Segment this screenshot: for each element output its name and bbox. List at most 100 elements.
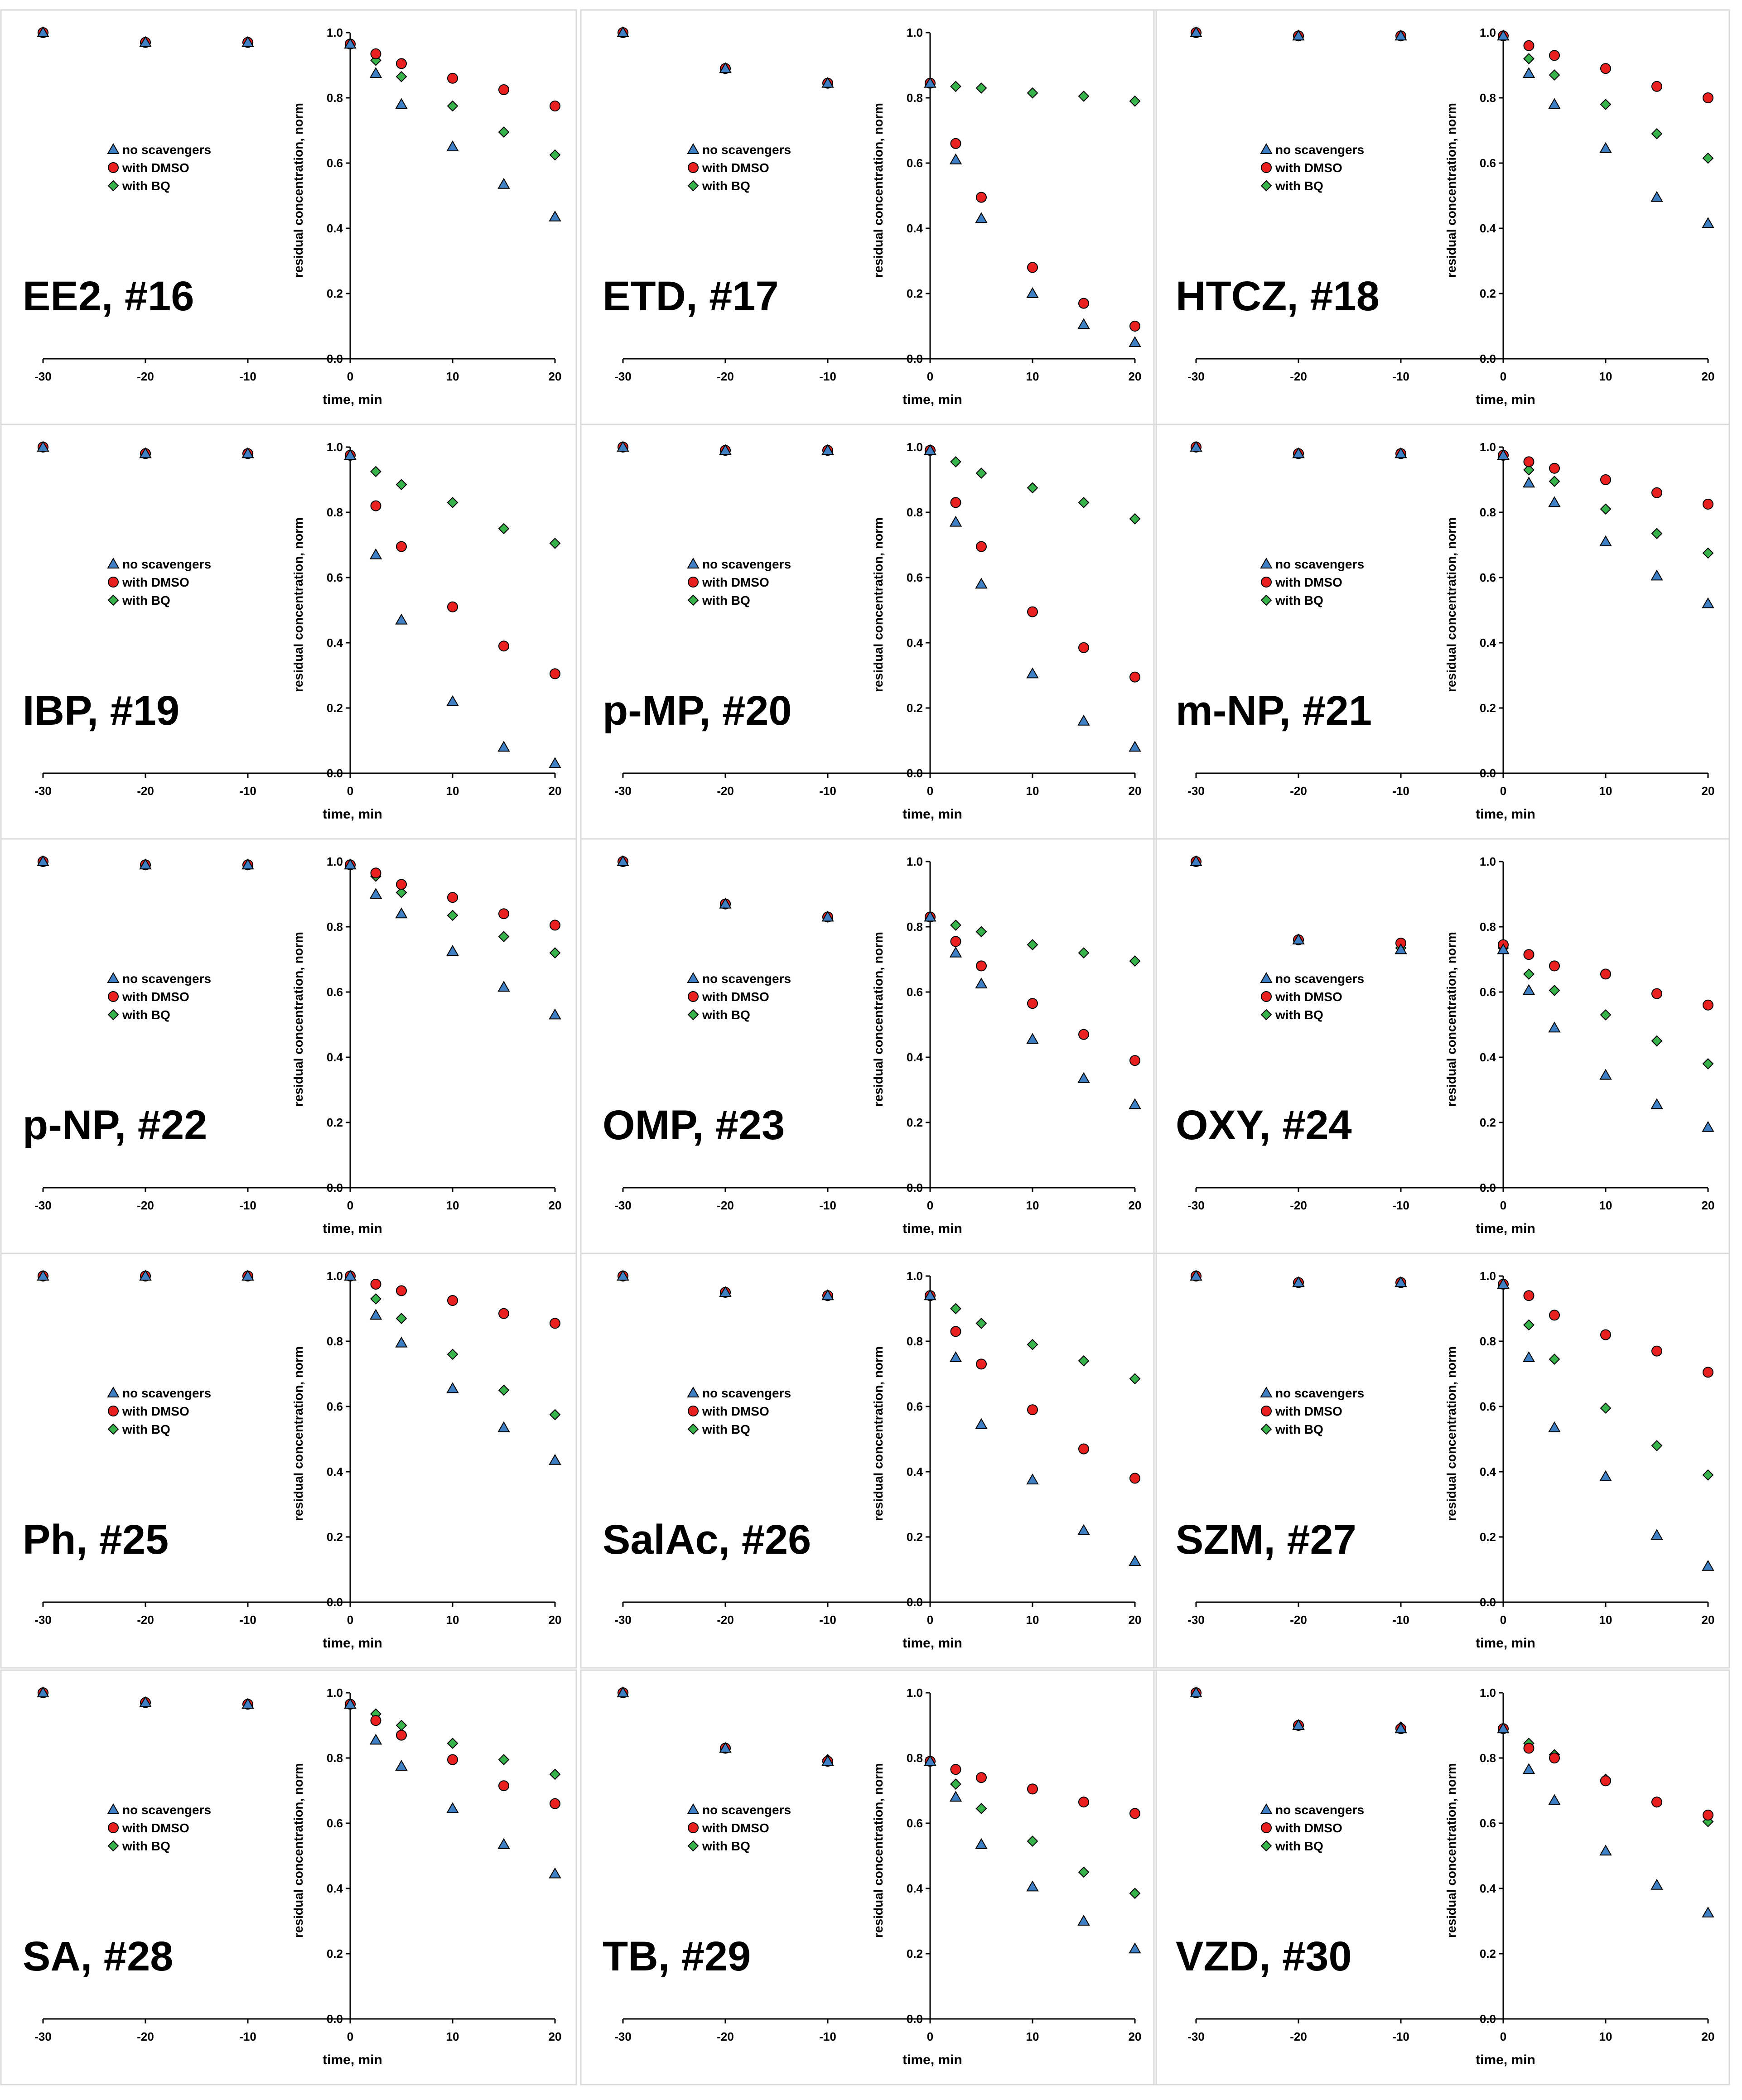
x-tick-label: 20 [1702,1613,1715,1627]
x-tick-label: -30 [614,1613,632,1627]
y-tick-label: 0.2 [907,1530,923,1544]
legend-label: no scavengers [1275,1386,1364,1400]
y-tick-label: 0.6 [1480,1816,1496,1830]
x-tick-label: 0 [927,1613,933,1627]
data-point [975,1803,987,1815]
data-point [975,1838,988,1849]
y-tick-label: 0.6 [907,571,923,584]
x-tick-label: -20 [1290,2030,1307,2043]
x-tick-label: 0 [347,1613,353,1627]
data-point [1523,949,1535,960]
legend-marker [107,972,120,983]
y-tick-label: 1.0 [907,26,923,39]
data-point [1077,1914,1090,1926]
data-point [370,48,381,59]
data-point [497,178,510,189]
data-point [1650,1878,1663,1890]
legend-marker [107,1423,119,1435]
y-tick-label: 0.2 [1480,1947,1496,1960]
x-tick-label: 10 [446,784,459,798]
x-tick-label: 0 [347,1199,353,1212]
data-point [950,1303,961,1315]
x-tick-label: 10 [446,1613,459,1627]
data-point [617,1269,629,1281]
panel-border [580,1669,1157,2086]
data-point [395,1759,408,1771]
legend-marker [687,557,700,568]
data-point [1522,67,1535,78]
data-point [549,1008,561,1020]
data-point [1129,1373,1141,1385]
x-tick-label: 0 [347,784,353,798]
data-point [1523,40,1535,51]
x-tick-label: 20 [549,1613,562,1627]
x-tick-label: -30 [1187,2030,1205,2043]
legend-label: with BQ [702,179,750,193]
data-point [1077,318,1090,329]
data-point [550,1318,560,1329]
legend-label: with BQ [1275,1422,1323,1436]
data-point [1703,999,1713,1011]
data-point [1027,482,1038,494]
data-point [1027,1835,1038,1847]
legend-marker [688,1406,699,1416]
y-tick-label: 0.2 [907,1116,923,1129]
legend-marker [1260,143,1273,154]
data-point [139,1269,152,1281]
y-axis-title: residual concentration, norm [291,103,305,278]
data-point [1497,29,1510,41]
data-point [719,62,732,73]
data-point [1129,1808,1140,1819]
data-point [1026,667,1039,679]
data-point [950,1326,961,1337]
data-point [1027,998,1038,1009]
x-tick-label: 0 [927,370,933,383]
data-point [549,1867,561,1878]
y-tick-label: 1.0 [327,855,343,868]
y-axis-title: residual concentration, norm [1444,103,1458,278]
x-tick-label: -20 [717,784,734,798]
data-point [975,977,988,988]
data-point [1523,1743,1535,1754]
data-point [1497,1722,1510,1734]
data-point [1190,26,1202,37]
data-point [1395,943,1407,954]
x-tick-label: 10 [1599,370,1612,383]
legend-marker [687,1423,699,1435]
data-point [1395,29,1407,41]
panel-border [0,838,577,1254]
y-tick-label: 0.4 [1480,1465,1496,1479]
data-point [975,926,987,938]
data-point [396,58,407,69]
data-point [1599,1845,1612,1856]
data-point [1078,1355,1090,1367]
data-point [344,1698,357,1709]
legend-marker [107,1840,119,1852]
x-tick-label: 10 [1599,1199,1612,1212]
data-point [949,153,962,164]
data-point [550,920,560,931]
data-point [1702,1906,1714,1917]
data-point [498,1754,510,1766]
x-tick-label: 10 [1599,2030,1612,2043]
data-point [1077,1524,1090,1535]
y-tick-label: 0.8 [907,506,923,519]
y-tick-label: 0.8 [327,91,343,105]
panel-label: IBP, #19 [23,688,179,734]
data-point [344,858,357,870]
legend-marker [108,991,119,1002]
y-axis-title: residual concentration, norm [871,932,885,1107]
legend-label: no scavengers [1275,557,1364,571]
data-point [1129,513,1141,525]
y-tick-label: 0.2 [327,701,343,715]
y-tick-label: 0.8 [1480,506,1496,519]
legend-label: with BQ [702,1422,750,1436]
data-point [369,67,382,78]
data-point [498,1780,509,1792]
x-tick-label: -20 [717,1199,734,1212]
legend-label: with DMSO [702,1404,769,1418]
y-tick-label: 1.0 [907,1686,923,1700]
data-point [950,936,961,947]
data-point [975,82,987,94]
data-point [1078,496,1090,508]
